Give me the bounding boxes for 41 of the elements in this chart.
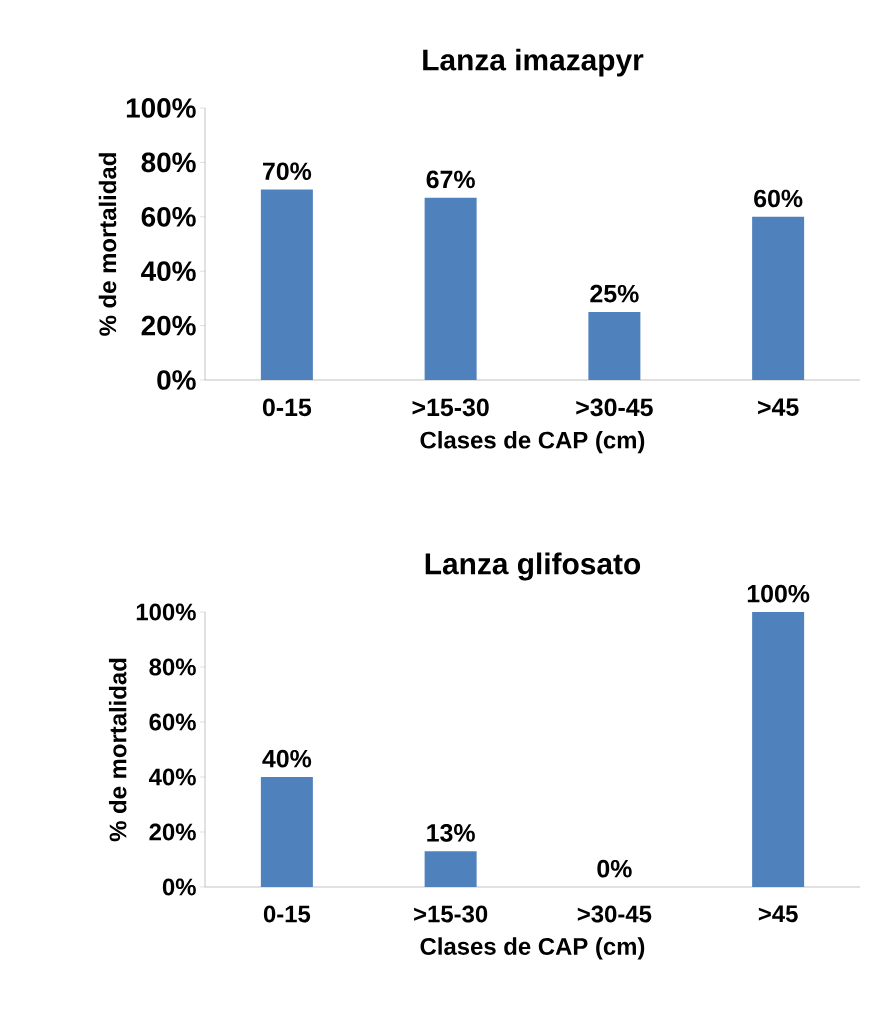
bar — [260, 189, 313, 380]
y-axis-title: % de mortalidad — [108, 658, 127, 842]
data-label: 25% — [590, 284, 639, 303]
chart-title: Lanza imazapyr — [423, 48, 644, 77]
data-label: 100% — [747, 584, 810, 603]
x-tick-label: >15-30 — [412, 398, 489, 417]
y-tick-label: 20% — [141, 315, 196, 336]
bar — [752, 612, 805, 887]
y-tick-label: 60% — [141, 206, 196, 227]
bar — [260, 777, 313, 887]
y-tick-label: 0% — [162, 878, 196, 896]
y-tick-label: 60% — [149, 713, 196, 731]
x-tick-label: >45 — [758, 905, 798, 923]
bar — [424, 851, 477, 887]
x-axis-title: Clases de CAP (cm) — [420, 937, 645, 960]
data-label: 0% — [597, 859, 632, 878]
x-tick-label: 0-15 — [262, 398, 312, 417]
y-tick-label: 80% — [141, 152, 196, 173]
x-tick-label: >45 — [758, 398, 799, 416]
x-tick-label: >15-30 — [414, 905, 488, 923]
y-tick-label: 80% — [149, 658, 196, 676]
data-label: 13% — [427, 824, 475, 842]
y-tick-label: 100% — [136, 603, 196, 621]
y-tick-label: 20% — [149, 823, 196, 841]
y-tick-label: 40% — [148, 768, 196, 786]
x-tick-label: >30-45 — [577, 905, 652, 923]
x-axis-title: Clases de CAP (cm) — [420, 431, 645, 454]
bar — [588, 311, 641, 380]
chart-title: Lanza glifosato — [425, 552, 641, 581]
data-label: 67% — [426, 170, 475, 189]
x-tick-label: >30-45 — [576, 398, 653, 417]
data-label: 70% — [263, 162, 312, 181]
y-tick-label: 40% — [141, 261, 196, 282]
y-tick-label: 100% — [126, 98, 196, 118]
data-label: 40% — [262, 749, 312, 768]
x-tick-label: 0-15 — [263, 905, 311, 923]
y-tick-label: 0% — [157, 370, 196, 390]
bar — [424, 197, 477, 380]
y-axis-title: % de mortalidad — [98, 153, 117, 336]
data-label: 60% — [754, 189, 803, 208]
bar — [752, 216, 805, 380]
